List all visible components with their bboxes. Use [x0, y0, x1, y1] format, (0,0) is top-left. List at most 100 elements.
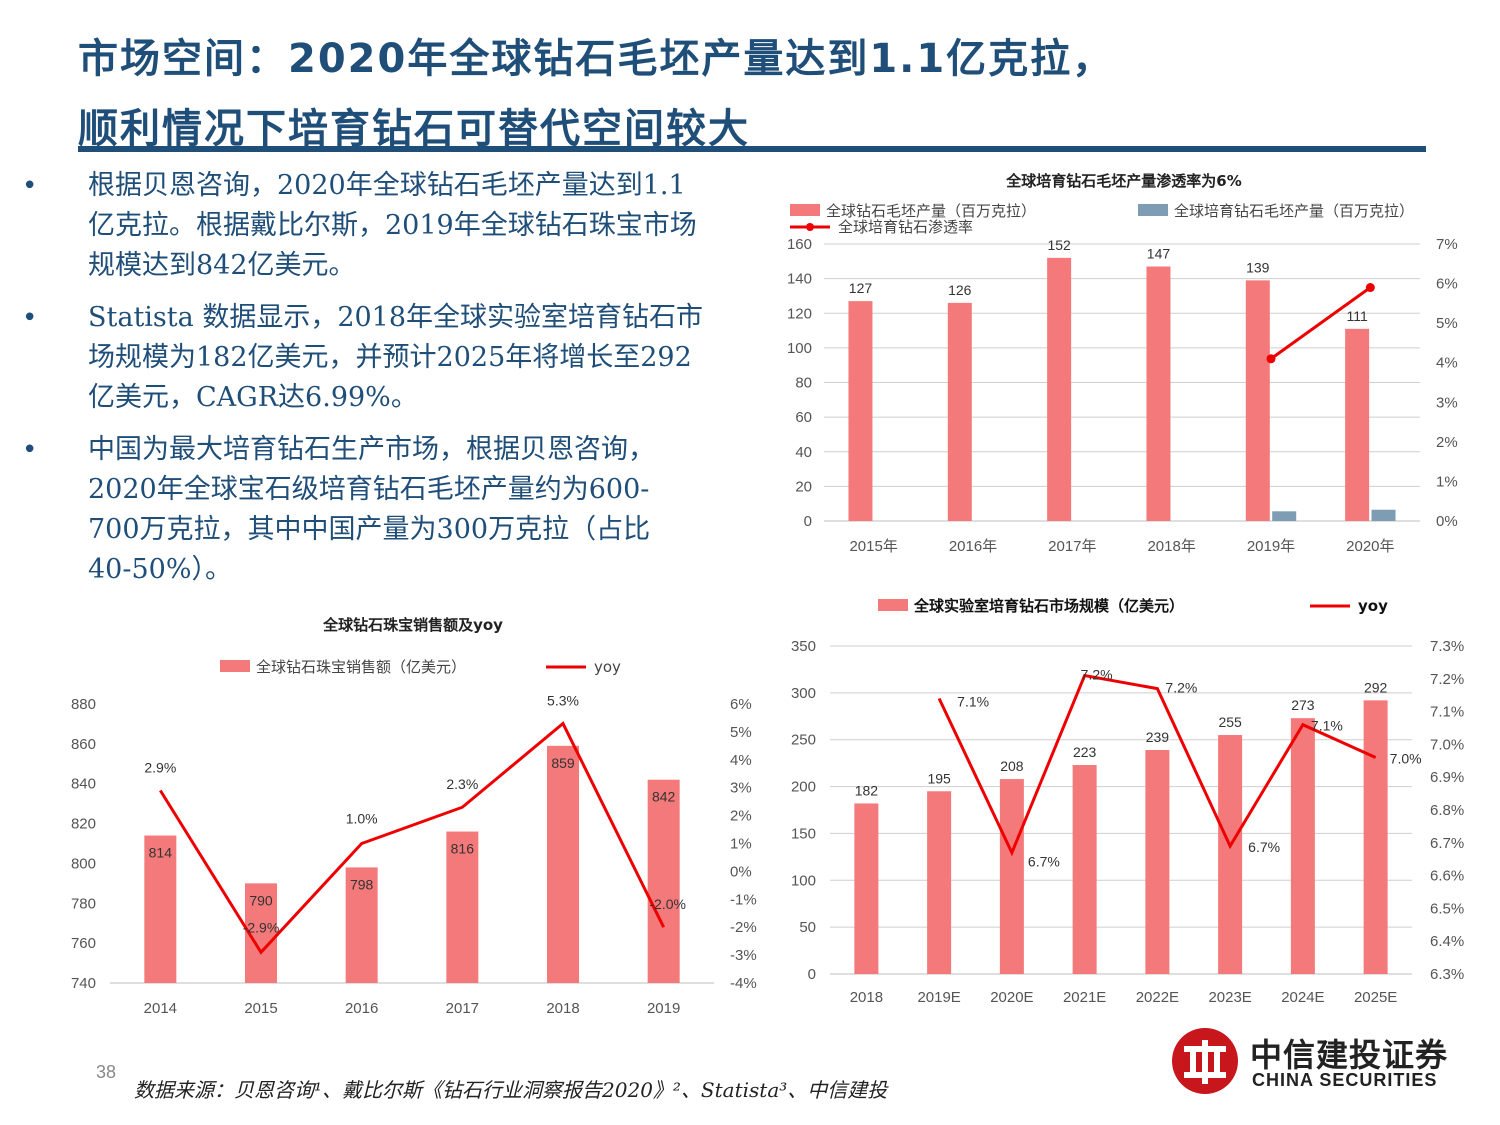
legend-label: yoy [594, 658, 621, 676]
bar-value-label: 126 [948, 282, 972, 298]
y-tick-label: 860 [71, 736, 96, 753]
y2-tick-label: 3% [730, 780, 752, 797]
chart-diamond-jewelry-sales: 全球钻石珠宝销售额及yoy 全球钻石珠宝销售额（亿美元） yoy 740 760 780 8… [71, 616, 757, 1017]
x-tick-label: 2018 [850, 989, 883, 1006]
x-tick-label: 2019年 [1247, 538, 1295, 555]
bar [1072, 765, 1097, 974]
x-tick-label: 2023E [1208, 989, 1251, 1006]
bar [1363, 700, 1388, 974]
line-value-label: 7.1% [1311, 718, 1343, 734]
x-tick-label: 2024E [1281, 989, 1324, 1006]
x-tick-label: 2019E [917, 989, 960, 1006]
bar [1290, 718, 1315, 974]
y-tick-label: 740 [71, 975, 96, 992]
y2-tick-label: -2% [730, 919, 757, 936]
y2-tick-label: -1% [730, 891, 757, 908]
chart-title: 全球培育钻石毛坯产量渗透率为6% [1005, 172, 1241, 190]
bar-value-label: 814 [149, 845, 173, 861]
y2-tick-label: 4% [1436, 355, 1458, 372]
bar [1218, 735, 1243, 974]
y2-tick-label: 6.9% [1430, 769, 1464, 786]
bullet-dot-icon: • [22, 303, 38, 333]
bullet-item: • Statista 数据显示，2018年全球实验室培育钻石市场规模为182亿美… [20, 298, 708, 418]
bar-value-label: 139 [1246, 259, 1270, 275]
bar-value-label: 816 [451, 841, 475, 857]
y2-tick-label: 2% [730, 808, 752, 825]
y2-tick-label: 6.7% [1430, 835, 1464, 852]
x-tick-label: 2015 [244, 1000, 277, 1017]
y2-tick-label: 6% [730, 696, 752, 713]
line-value-label: 1.0% [346, 811, 378, 827]
legend-label: 全球钻石毛坯产量（百万克拉） [826, 202, 1036, 220]
bar [947, 302, 972, 521]
y2-tick-label: 0% [730, 863, 752, 880]
y-tick-label: 800 [71, 855, 96, 872]
y-tick-label: 350 [791, 638, 816, 655]
x-tick-label: 2014 [144, 1000, 177, 1017]
y2-tick-label: 7.1% [1430, 704, 1464, 721]
line-point [1365, 283, 1375, 293]
bar-value-label: 223 [1073, 744, 1097, 760]
bullet-text: 中国为最大培育钻石生产市场，根据贝恩咨询，2020年全球宝石级培育钻石毛坯产量约… [88, 434, 655, 585]
legend-label: 全球培育钻石毛坯产量（百万克拉） [1174, 202, 1414, 220]
y2-tick-label: 0% [1436, 513, 1458, 530]
y-tick-label: 300 [791, 685, 816, 702]
bar-secondary [1371, 509, 1396, 521]
y-tick-label: 100 [791, 872, 816, 889]
x-tick-label: 2020E [990, 989, 1033, 1006]
x-tick-label: 2022E [1136, 989, 1179, 1006]
x-tick-label: 2017 [446, 1000, 479, 1017]
series-line [159, 721, 666, 955]
x-tick-label: 2021E [1063, 989, 1106, 1006]
y-tick-label: 200 [791, 779, 816, 796]
x-tick-label: 2025E [1354, 989, 1397, 1006]
x-tick-label: 2016年 [949, 538, 997, 555]
x-tick-label: 2015年 [849, 538, 897, 555]
y-tick-label: 20 [795, 478, 812, 495]
y-tick-label: 0 [804, 513, 812, 530]
line-value-label: 6.7% [1028, 854, 1060, 870]
y2-tick-label: 6.6% [1430, 868, 1464, 885]
page-title-line1: 市场空间：2020年全球钻石毛坯产量达到1.1亿克拉， [78, 36, 1115, 82]
bullet-dot-icon: • [22, 435, 38, 465]
china-securities-emblem-icon [1172, 1028, 1238, 1094]
y2-tick-label: 7.3% [1430, 638, 1464, 655]
chart-lab-grown-market-size: 全球实验室培育钻石市场规模（亿美元） yoy 0 50 100 150 200 250 300 3… [791, 597, 1464, 1006]
bar-value-label: 152 [1047, 237, 1071, 253]
y-tick-label: 0 [808, 966, 816, 983]
bar [144, 835, 177, 983]
legend-bar-swatch [790, 204, 820, 216]
bar-value-label: 147 [1147, 246, 1171, 262]
y2-tick-label: 6% [1436, 276, 1458, 293]
y-tick-label: 140 [787, 271, 812, 288]
bullet-text: 根据贝恩咨询，2020年全球钻石毛坯产量达到1.1亿克拉。根据戴比尔斯，2019… [88, 170, 697, 281]
bar [547, 745, 579, 983]
bar-value-label: 239 [1146, 729, 1170, 745]
y2-tick-label: 6.8% [1430, 802, 1464, 819]
bar-value-label: 127 [849, 280, 873, 296]
y-tick-label: 150 [791, 825, 816, 842]
y2-tick-label: 6.3% [1430, 966, 1464, 983]
bar [999, 779, 1024, 974]
bar-value-label: 273 [1291, 697, 1315, 713]
bar-value-label: 798 [350, 876, 374, 892]
bar-value-label: 292 [1364, 679, 1388, 695]
y-tick-label: 780 [71, 895, 96, 912]
y2-tick-label: 7.2% [1430, 671, 1464, 688]
y2-tick-label: 6.4% [1430, 933, 1464, 950]
y2-tick-label: 5% [1436, 315, 1458, 332]
bar [854, 803, 879, 974]
bullet-dot-icon: • [22, 171, 38, 201]
line-point [1266, 354, 1276, 364]
legend-label: 全球实验室培育钻石市场规模（亿美元） [913, 597, 1184, 615]
y2-tick-label: -4% [730, 975, 757, 992]
bullet-text: Statista 数据显示，2018年全球实验室培育钻石市场规模为182亿美元，… [88, 302, 704, 413]
y2-tick-label: 2% [1436, 434, 1458, 451]
bar [1146, 266, 1171, 521]
line-value-label: 2.9% [144, 759, 176, 775]
y-tick-label: 820 [71, 816, 96, 833]
bar-value-label: 111 [1346, 308, 1367, 324]
x-tick-label: 2017年 [1048, 538, 1096, 555]
data-source-note: 数据来源：贝恩咨询¹、戴比尔斯《钻石行业洞察报告2020》²、Statista³… [134, 1078, 888, 1102]
y-tick-label: 120 [787, 305, 812, 322]
